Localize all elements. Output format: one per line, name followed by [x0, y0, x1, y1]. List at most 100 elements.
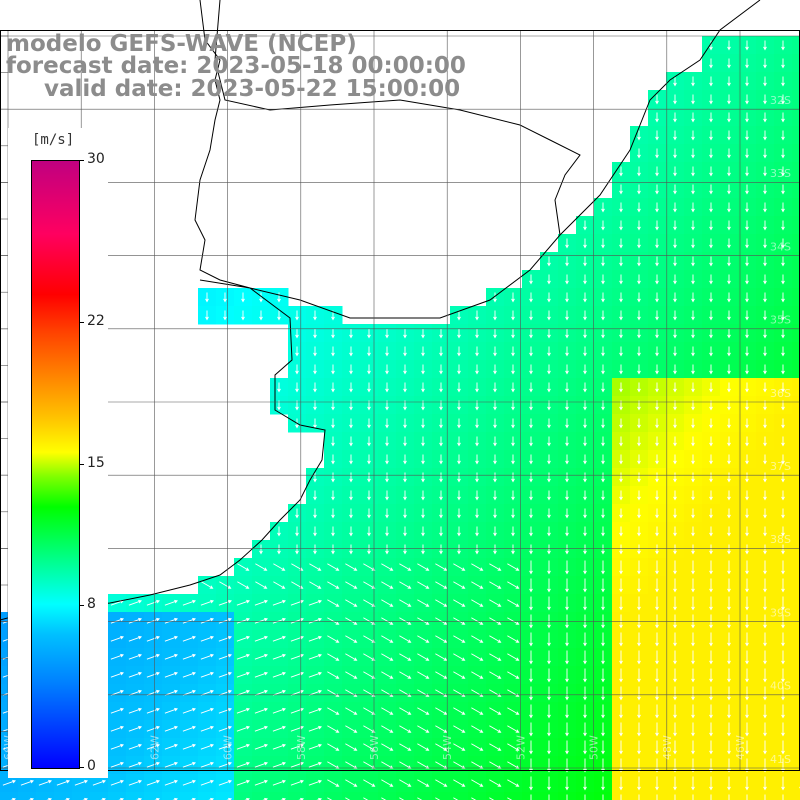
wind-arrow	[471, 581, 484, 589]
wind-arrow	[565, 508, 569, 519]
wind-arrow	[691, 220, 695, 231]
wind-arrow	[74, 779, 88, 786]
wind-arrow	[655, 526, 659, 537]
wind-arrow	[565, 292, 569, 303]
wind-arrow	[655, 184, 659, 195]
wind-arrow	[381, 671, 394, 679]
wind-arrow	[727, 490, 731, 501]
wind-arrow	[457, 508, 461, 519]
wind-arrow	[182, 707, 196, 714]
wind-arrow	[601, 238, 605, 249]
wind-arrow	[272, 779, 286, 786]
wind-arrow	[673, 704, 677, 719]
wind-arrow	[381, 599, 394, 607]
wind-arrow	[583, 544, 587, 555]
wind-arrow	[763, 94, 767, 105]
wind-arrow	[655, 436, 659, 447]
wind-arrow	[164, 779, 178, 786]
wind-arrow	[218, 779, 232, 786]
wind-arrow	[457, 436, 461, 447]
wind-arrow	[655, 130, 659, 141]
wind-arrow	[313, 472, 317, 483]
wind-arrow	[435, 635, 448, 643]
wind-arrow	[745, 76, 749, 87]
wind-arrow	[565, 382, 569, 393]
wind-arrow	[493, 292, 497, 303]
wind-arrow	[349, 382, 353, 393]
wind-arrow	[727, 454, 731, 465]
wind-arrow	[745, 632, 749, 647]
wind-arrow	[417, 779, 430, 787]
wind-arrow	[781, 238, 785, 249]
wind-arrow	[709, 76, 713, 87]
wind-arrow	[349, 328, 353, 339]
lat-label: 35S	[770, 314, 791, 327]
wind-arrow	[273, 581, 286, 589]
wind-arrow	[691, 418, 695, 429]
wind-arrow	[507, 563, 520, 571]
wind-cell	[396, 792, 415, 800]
wind-arrow	[619, 328, 623, 339]
wind-arrow	[709, 94, 713, 105]
wind-arrow	[254, 617, 268, 624]
wind-arrow	[290, 779, 304, 786]
wind-arrow	[529, 418, 533, 429]
wind-arrow	[345, 725, 358, 733]
wind-arrow	[673, 632, 677, 647]
wind-arrow	[727, 274, 731, 285]
wind-cell	[792, 648, 800, 667]
wind-arrow	[727, 472, 731, 483]
wind-arrow	[547, 436, 551, 447]
wind-arrow	[511, 526, 515, 537]
wind-arrow	[781, 722, 785, 737]
wind-arrow	[673, 758, 677, 773]
wind-cell	[792, 774, 800, 793]
wind-arrow	[475, 454, 479, 465]
colorbar-tick-label: 0	[87, 758, 96, 774]
colorbar-tick-label: 22	[87, 312, 105, 329]
wind-arrow	[781, 758, 785, 773]
wind-cell	[18, 792, 37, 800]
wind-arrow	[745, 130, 749, 141]
wind-arrow	[655, 148, 659, 159]
wind-arrow	[489, 779, 502, 787]
wind-arrow	[691, 596, 695, 611]
wind-cell	[306, 792, 325, 800]
wind-arrow	[205, 292, 209, 303]
wind-arrow	[619, 632, 623, 647]
wind-arrow	[781, 40, 785, 51]
wind-arrow	[601, 382, 605, 393]
wind-arrow	[601, 686, 605, 701]
wind-arrow	[349, 526, 353, 537]
wind-arrow	[637, 382, 641, 393]
wind-cell	[792, 288, 800, 307]
wind-arrow	[781, 686, 785, 701]
wind-arrow	[182, 743, 196, 750]
wind-arrow	[745, 220, 749, 231]
wind-arrow	[583, 256, 587, 267]
lat-label: 39S	[770, 606, 791, 619]
wind-cell	[792, 54, 800, 73]
wind-arrow	[367, 544, 371, 555]
wind-arrow	[529, 310, 533, 321]
wind-arrow	[655, 274, 659, 285]
wind-arrow	[601, 292, 605, 303]
wind-arrow	[417, 563, 430, 571]
wind-arrow	[745, 292, 749, 303]
wind-arrow	[38, 779, 52, 786]
wind-arrow	[727, 364, 731, 375]
wind-arrow	[475, 526, 479, 537]
wind-cell	[792, 792, 800, 800]
wind-arrow	[200, 761, 214, 768]
wind-arrow	[254, 671, 268, 678]
wind-arrow	[709, 472, 713, 483]
wind-arrow	[745, 202, 749, 213]
wind-arrow	[601, 328, 605, 339]
wind-arrow	[453, 707, 466, 715]
wind-arrow	[128, 653, 142, 660]
wind-cell	[486, 792, 505, 800]
wind-arrow	[218, 635, 232, 642]
wind-arrow	[399, 671, 412, 679]
wind-arrow	[403, 328, 407, 339]
wind-arrow	[673, 686, 677, 701]
